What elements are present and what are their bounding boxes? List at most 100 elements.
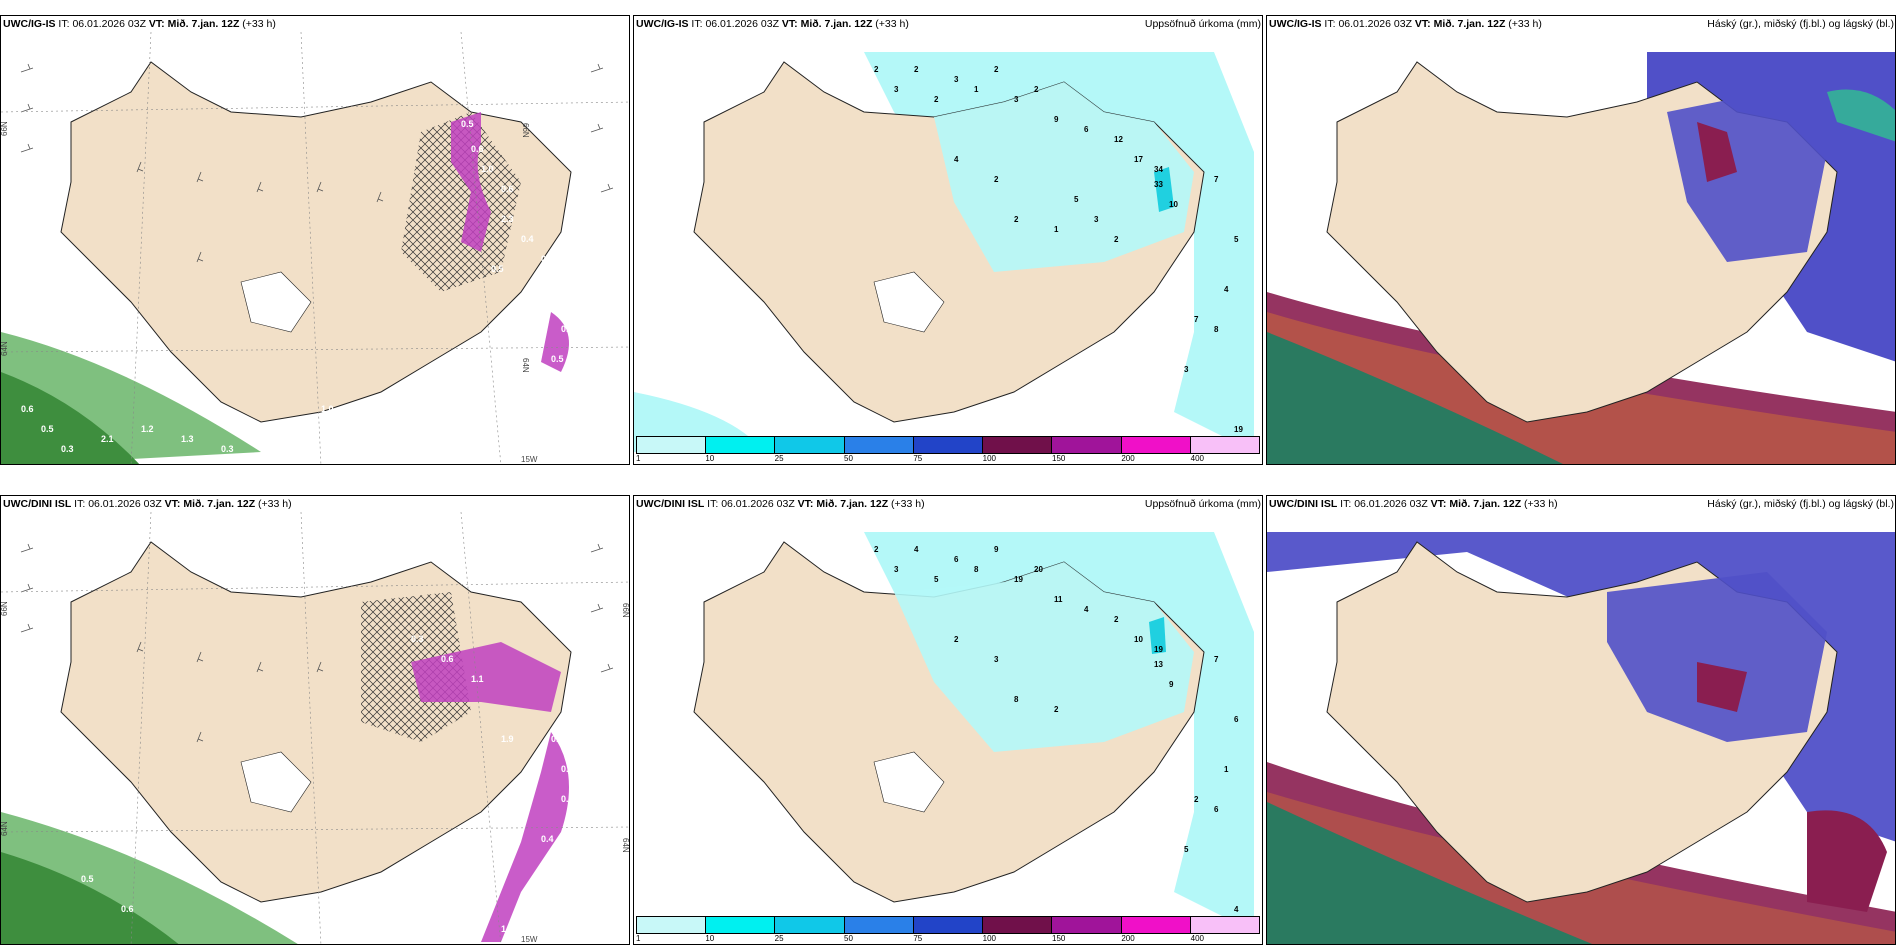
value-label: 6 — [1214, 805, 1219, 814]
cloud-high-over-land — [1607, 572, 1827, 742]
colorbar-label: 75 — [913, 454, 923, 463]
colorbar-cell — [983, 917, 1053, 933]
hatch-area — [401, 112, 521, 292]
precip-over-land — [894, 562, 1194, 752]
value-label: 0.7 — [521, 894, 534, 904]
value-label: 3 — [1094, 215, 1099, 224]
map-clouds — [1267, 52, 1895, 464]
value-label: 2 — [1054, 705, 1059, 714]
value-label: 2 — [1034, 85, 1039, 94]
value-label: 8 — [974, 565, 979, 574]
value-label: 0.6 — [471, 144, 484, 154]
value-label: 9 — [994, 545, 999, 554]
value-label: 0.3 — [411, 634, 424, 644]
colorbar-cell — [983, 437, 1053, 453]
wind-green-dark — [1, 372, 140, 464]
colorbar-label: 50 — [844, 454, 853, 463]
value-label: 0.5 — [551, 354, 564, 364]
value-label: 3 — [1014, 95, 1019, 104]
wind-value-labels: -1.4 -1.1 -1.7 0.3 0.6 1.1 1.9 0.5 0.8 0.3 0.4 1.5 0… — [81, 524, 594, 934]
panel-title: UWC/IG-IS IT: 06.01.2026 03Z VT: Mið. 7.… — [1, 16, 629, 32]
value-label: 0.3 — [561, 794, 574, 804]
value-label: 9 — [1169, 680, 1174, 689]
iceland-landmass — [60, 541, 572, 903]
precip-colorbar — [636, 916, 1260, 934]
map-clouds — [1267, 532, 1895, 944]
value-label: 0.5 — [601, 414, 614, 424]
value-label: 1.9 — [501, 734, 514, 744]
panel-subtitle: Háský (gr.), miðský (fj.bl.) og lágský (… — [1707, 18, 1894, 30]
colorbar-label: 150 — [1052, 454, 1066, 463]
value-label: 1.1 — [471, 674, 484, 684]
value-label: 0.3 — [61, 444, 74, 454]
glacier-vatnajokull — [873, 271, 945, 333]
colorbar-cell — [844, 437, 914, 453]
colorbar-label: 25 — [774, 454, 784, 463]
value-label: 1.4 — [581, 384, 594, 394]
panel-subtitle: Uppsöfnuð úrkoma (mm) — [1144, 18, 1261, 30]
value-label: 8.0 — [551, 864, 564, 874]
value-label: 2 — [994, 65, 999, 74]
cloud-teal-sw — [1267, 802, 1593, 944]
colorbar-cell — [1121, 917, 1191, 933]
precip-colorbar — [636, 436, 1260, 454]
value-label: 0.5 — [461, 119, 474, 129]
value-label: 11 — [1054, 595, 1063, 604]
value-label: 0.5 — [551, 734, 564, 744]
precip-peak — [1154, 167, 1174, 212]
colorbar-label: 75 — [913, 934, 923, 943]
value-label: 5 — [1074, 195, 1079, 204]
lat-label-66-right: 66N — [621, 603, 630, 618]
value-label: 5 — [934, 575, 939, 584]
panel-title: UWC/DINI ISL IT: 06.01.2026 03Z VT: Mið.… — [634, 496, 1262, 512]
value-label: 0.5 — [451, 64, 464, 74]
wind-green-dark — [1, 852, 179, 944]
colorbar-cell — [775, 917, 845, 933]
value-label: 20 — [1034, 565, 1043, 574]
precip-peak — [1149, 617, 1166, 654]
value-label: 0.5 — [41, 424, 54, 434]
colorbar-label: 150 — [1052, 934, 1066, 943]
value-label: 2 — [1014, 215, 1019, 224]
value-label: 12 — [1114, 135, 1123, 144]
value-label: 1.0 — [321, 404, 334, 414]
value-label: 19 — [1154, 645, 1163, 654]
value-label: 6 — [1084, 125, 1089, 134]
value-label: 4 — [1084, 605, 1089, 614]
precip-purple-east — [451, 112, 491, 252]
value-label: 0.5 — [81, 874, 94, 884]
precip-purple-east — [411, 642, 561, 712]
value-label: 10 — [1134, 635, 1143, 644]
precip-colorbar-labels: 1 10 25 50 75 100 150 200 400 — [636, 454, 1260, 464]
colorbar-label: 200 — [1121, 934, 1135, 943]
value-label: 3 — [994, 655, 999, 664]
value-label: 2 — [874, 545, 879, 554]
value-label: 1.3 — [501, 924, 514, 934]
colorbar-cell — [1190, 917, 1259, 933]
colorbar-cell — [1190, 437, 1259, 453]
value-label: 4 — [914, 545, 919, 554]
value-label: 2 — [954, 635, 959, 644]
panel-wind-dini: UWC/DINI ISL IT: 06.01.2026 03Z VT: Mið.… — [0, 495, 630, 945]
value-label: 0.8 — [561, 764, 574, 774]
lat-label-64-right: 64N — [621, 838, 630, 853]
panel-precip-dini: UWC/DINI ISL IT: 06.01.2026 03Z VT: Mið.… — [633, 495, 1263, 945]
value-label: 0.7 — [541, 254, 554, 264]
wind-barbs — [20, 543, 614, 743]
panel-wind-ig: UWC/IG-IS IT: 06.01.2026 03Z VT: Mið. 7.… — [0, 15, 630, 465]
value-label: 4 — [954, 155, 959, 164]
value-label: 2.3 — [501, 214, 514, 224]
value-label: 33 — [1154, 180, 1163, 189]
value-label: 2.1 — [101, 434, 114, 444]
panel-title: UWC/DINI ISL IT: 06.01.2026 03Z VT: Mið.… — [1, 496, 629, 512]
map-precip: 2 3 4 5 6 8 9 19 20 11 4 2 10 19 13 9 7 6 1 2 6 5 4 2 3 8 2 — [693, 532, 1254, 932]
panel-clouds-dini: UWC/DINI ISL IT: 06.01.2026 03Z VT: Mið.… — [1266, 495, 1896, 945]
value-label: 7 — [1194, 315, 1199, 324]
lon-label-15w: 15W — [521, 455, 538, 464]
value-label: 3 — [894, 85, 899, 94]
graticule — [1, 512, 629, 944]
colorbar-cell — [913, 437, 984, 453]
panel-subtitle: Háský (gr.), miðský (fj.bl.) og lágský (… — [1707, 498, 1894, 510]
